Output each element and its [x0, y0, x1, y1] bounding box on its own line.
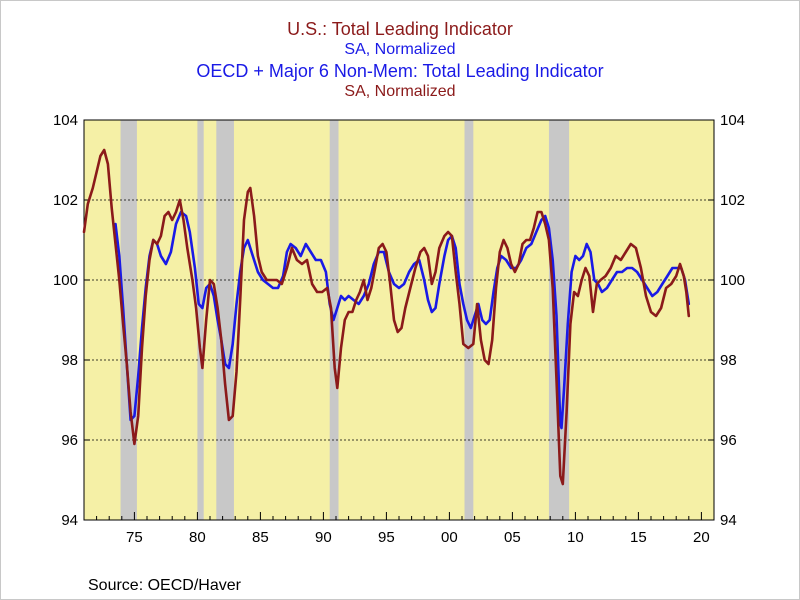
recession-band-5	[548, 120, 570, 520]
y-tick-label-left-1: 96	[61, 432, 78, 449]
y-tick-label-left-4: 102	[53, 192, 78, 209]
series-line-0	[82, 148, 691, 486]
subtitle-line-4: SA, Normalized	[344, 83, 456, 100]
plot-background	[84, 120, 714, 520]
y-tick-label-left-0: 94	[61, 512, 78, 529]
x-tick-label-5: 00	[441, 529, 458, 546]
recession-band-4	[464, 120, 474, 520]
x-tick-label-3: 90	[315, 529, 332, 546]
x-tick-label-6: 05	[504, 529, 521, 546]
y-tick-label-right-4: 102	[720, 192, 745, 209]
x-tick-label-2: 85	[252, 529, 269, 546]
y-tick-label-right-2: 98	[720, 352, 737, 369]
chart-titles: U.S.: Total Leading Indicator SA, Normal…	[0, 18, 800, 102]
y-tick-label-right-1: 96	[720, 432, 737, 449]
x-tick-label-8: 15	[630, 529, 647, 546]
title-line-1: U.S.: Total Leading Indicator	[287, 19, 513, 39]
source-note: Source: OECD/Haver	[88, 577, 241, 594]
recession-band-1	[197, 120, 204, 520]
x-tick-label-0: 75	[126, 529, 143, 546]
title-line-3: OECD + Major 6 Non-Mem: Total Leading In…	[196, 61, 604, 81]
y-tick-label-left-5: 104	[53, 112, 78, 129]
y-tick-label-left-2: 98	[61, 352, 78, 369]
x-tick-label-9: 20	[693, 529, 710, 546]
subtitle-line-2: SA, Normalized	[344, 41, 456, 58]
y-tick-label-right-0: 94	[720, 512, 737, 529]
y-tick-label-left-3: 100	[53, 272, 78, 289]
x-tick-label-7: 10	[567, 529, 584, 546]
x-tick-label-4: 95	[378, 529, 395, 546]
y-tick-label-right-5: 104	[720, 112, 745, 129]
series-line-1	[114, 210, 691, 430]
x-tick-label-1: 80	[189, 529, 206, 546]
y-tick-label-right-3: 100	[720, 272, 745, 289]
